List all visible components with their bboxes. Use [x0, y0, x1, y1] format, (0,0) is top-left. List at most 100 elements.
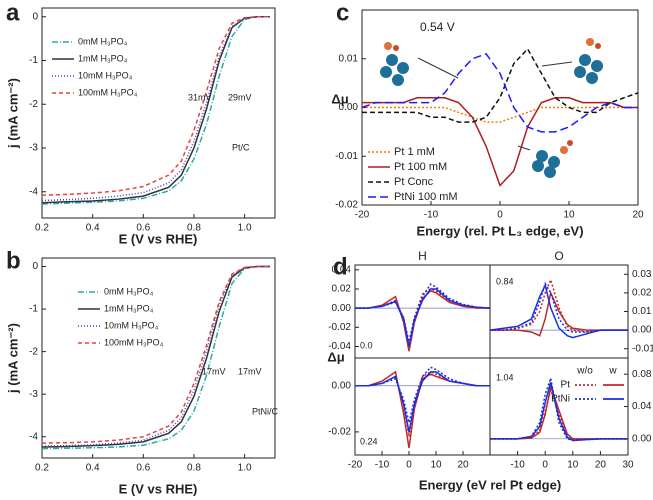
x-tick-label: -20: [348, 460, 363, 471]
y-tick-label: 0.02: [632, 288, 652, 299]
x-tick-label: -10: [510, 460, 525, 471]
x-tick-label: 1.0: [238, 463, 252, 474]
data-line: [41, 16, 270, 202]
x-tick-label: 1.0: [238, 223, 252, 234]
plot-frame: [354, 264, 491, 359]
annotation: PtNi/C: [252, 406, 279, 416]
legend-label: PtNi 100 mM: [394, 191, 458, 203]
subplot-title: H: [418, 249, 427, 263]
y-tick-label: -3: [29, 143, 38, 154]
y-tick-label: -4: [29, 186, 38, 197]
y-tick-label: 0.03: [632, 269, 652, 280]
annotation: 0.0: [360, 340, 373, 350]
legend-label: 10mM H₃PO₄: [78, 70, 133, 80]
data-line: [490, 277, 628, 333]
data-line: [41, 16, 270, 205]
x-tick-label: 10: [430, 460, 442, 471]
y-tick-label: -0.02: [328, 322, 351, 333]
annotation: Pt/C: [232, 142, 250, 152]
data-line: [41, 265, 270, 447]
arrow: [417, 57, 459, 79]
data-line: [362, 47, 639, 123]
y-tick-label: -0.02: [335, 200, 358, 211]
y-tick-label: 0.01: [632, 306, 652, 317]
y-tick-label: 0.04: [632, 401, 652, 412]
y-tick-label: 0.01: [339, 53, 359, 64]
data-line: [41, 265, 270, 450]
data-line: [489, 283, 628, 339]
y-tick-label: 0.00: [632, 325, 652, 336]
annotation: 31mV: [188, 92, 212, 102]
legend-label: Pt: [561, 380, 571, 391]
y-axis-label: Δμ: [331, 91, 348, 106]
arrow: [541, 61, 573, 67]
x-axis-label: Energy (eV rel Pt edge): [419, 477, 561, 492]
y-tick-label: 0.00: [632, 433, 652, 444]
y-tick-label: 0: [32, 11, 38, 22]
data-line: [361, 52, 638, 133]
data-line: [41, 16, 270, 204]
x-axis-label: E (V vs RHE): [119, 481, 198, 496]
legend-label: PtNi: [551, 394, 570, 405]
data-line: [355, 371, 490, 433]
annotation: 29mV: [228, 92, 252, 102]
legend-label: 1mM H₃PO₄: [104, 303, 154, 313]
data-line: [41, 265, 270, 444]
panel-letter: a: [6, 0, 20, 26]
molecule-icon: [574, 38, 603, 84]
molecule-icon: [532, 140, 573, 178]
data-line: [490, 281, 628, 333]
legend-label: 0mM H₃PO₄: [104, 286, 154, 296]
y-axis-label: j (mA cm⁻²): [5, 78, 20, 149]
annotation: 1.04: [496, 372, 514, 382]
y-tick-label: 0.00: [332, 303, 352, 314]
y-tick-label: -4: [29, 431, 38, 442]
x-tick-label: 0: [406, 460, 412, 471]
x-tick-label: 10: [563, 210, 575, 221]
y-tick-label: 0: [32, 261, 38, 272]
data-line: [41, 265, 270, 448]
legend-label: Pt 100 mM: [394, 161, 447, 173]
annotation: 17mV: [238, 366, 262, 376]
x-tick-label: 30: [622, 460, 634, 471]
plot-frame: [41, 257, 276, 459]
legend-label: Pt Conc: [394, 176, 434, 188]
data-line: [41, 16, 270, 196]
legend-label: 0mM H₃PO₄: [78, 36, 128, 46]
data-line: [490, 382, 628, 442]
y-tick-label: 0.04: [332, 264, 352, 275]
x-axis-label: E (V vs RHE): [119, 231, 198, 246]
y-tick-label: -0.04: [328, 341, 351, 352]
x-tick-label: 0.4: [86, 463, 100, 474]
x-tick-label: 0: [542, 460, 548, 471]
legend-label: 10mM H₃PO₄: [104, 320, 159, 330]
x-tick-label: 0.8: [187, 223, 201, 234]
y-tick-label: -3: [29, 389, 38, 400]
x-tick-label: 0.6: [136, 463, 150, 474]
x-tick-label: 20: [457, 460, 469, 471]
data-line: [362, 106, 638, 123]
data-line: [355, 288, 491, 347]
y-axis-label: Δμ: [327, 349, 344, 364]
x-tick-label: -20: [355, 210, 370, 221]
panel-letter: d: [333, 253, 348, 280]
y-tick-label: -2: [29, 99, 38, 110]
x-tick-label: 20: [595, 460, 607, 471]
y-tick-label: -0.01: [335, 151, 358, 162]
annotation: 0.54 V: [420, 20, 455, 34]
subplot-title: O: [554, 249, 563, 263]
data-line: [362, 97, 638, 187]
y-tick-label: -1: [29, 55, 38, 66]
annotation: 0.84: [496, 276, 514, 286]
y-tick-label: -0.01: [632, 343, 653, 354]
legend-header: w/o: [576, 366, 593, 377]
annotation: 0.24: [360, 436, 378, 446]
legend-header: w: [608, 366, 617, 377]
plot-frame: [41, 7, 276, 219]
y-tick-label: 0.00: [332, 380, 352, 391]
panel-letter: c: [336, 0, 349, 26]
y-axis-label: j (mA cm⁻²): [5, 323, 20, 394]
x-tick-label: 0.2: [35, 463, 49, 474]
